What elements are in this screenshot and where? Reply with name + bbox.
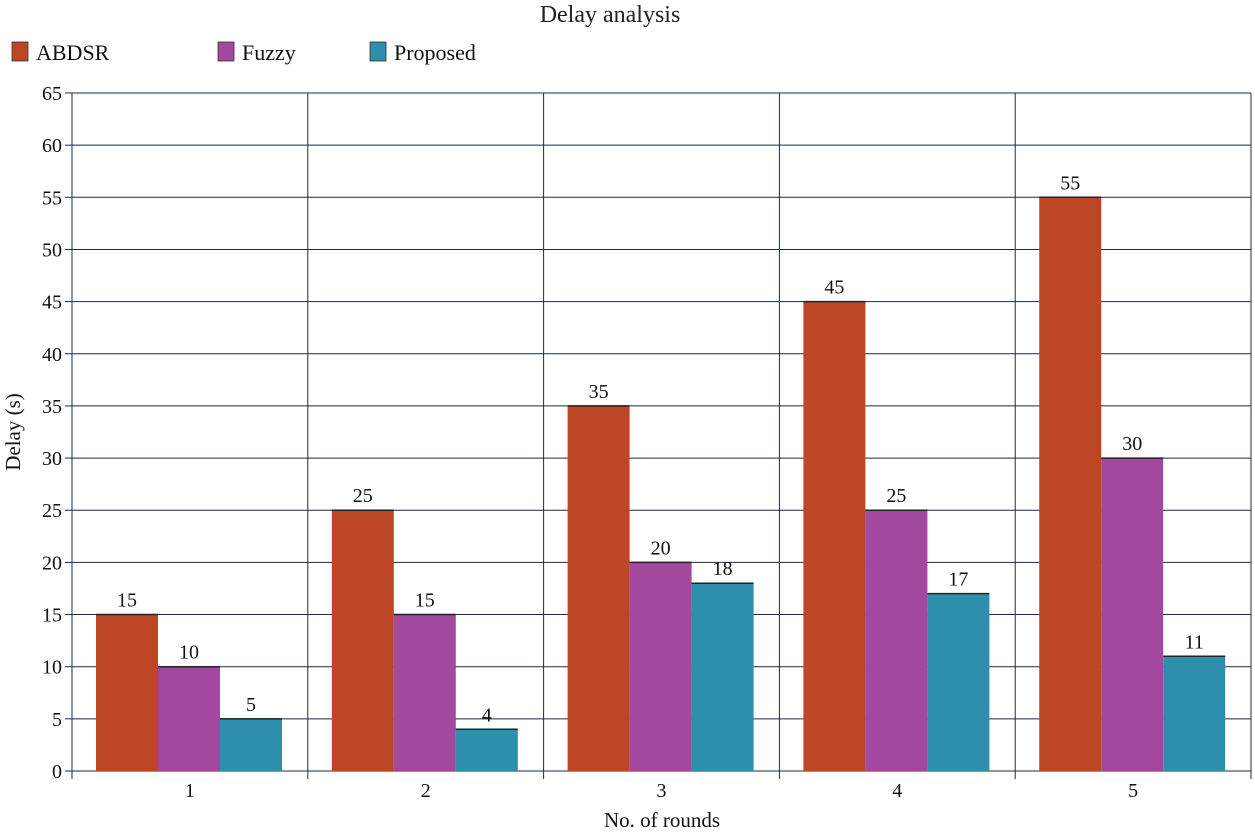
y-tick-label-45: 45 (42, 292, 62, 314)
bar-fuzzy-2 (393, 614, 456, 771)
bar-abdsr-2 (331, 510, 394, 771)
y-tick-label-65: 65 (42, 83, 62, 105)
legend-swatch-fuzzy (217, 41, 235, 62)
chart-title: Delay analysis (540, 2, 681, 28)
legend-label-abdsr: ABDSR (36, 40, 110, 65)
bars (96, 196, 1226, 772)
y-tick-label-20: 20 (42, 552, 62, 574)
x-axis: 1 2 3 4 5 (185, 780, 1138, 802)
y-tick-label-35: 35 (42, 396, 62, 418)
legend-swatch-abdsr (11, 41, 29, 62)
data-label-fuzzy-2: 15 (415, 590, 435, 612)
bar-proposed-1 (220, 718, 282, 771)
data-labels: 15 25 35 45 55 10 15 20 25 30 5 4 18 17 11 (117, 172, 1204, 726)
legend-label-fuzzy: Fuzzy (242, 40, 296, 65)
bar-fuzzy-3 (629, 562, 692, 771)
x-tick-label-2: 2 (421, 780, 431, 802)
bar-fuzzy-1 (158, 666, 220, 771)
y-tick-label-30: 30 (42, 448, 62, 470)
x-tick-label-4: 4 (892, 780, 902, 802)
y-tick-label-15: 15 (42, 605, 62, 627)
bar-proposed-3 (691, 583, 754, 771)
data-label-fuzzy-4: 25 (886, 485, 906, 507)
y-tick-label-50: 50 (42, 239, 62, 261)
x-tick-label-3: 3 (657, 780, 667, 802)
y-axis-title: Delay (s) (1, 393, 25, 471)
data-label-abdsr-2: 25 (353, 485, 373, 507)
y-tick-label-0: 0 (52, 761, 62, 783)
legend-swatch-proposed (369, 41, 387, 62)
x-tick-label-1: 1 (185, 780, 195, 802)
data-label-proposed-2: 4 (482, 704, 492, 726)
gridlines (71, 92, 1252, 779)
bar-abdsr-1 (96, 614, 158, 771)
y-tick-label-5: 5 (52, 709, 62, 731)
y-tick-label-60: 60 (42, 135, 62, 157)
data-label-fuzzy-5: 30 (1122, 433, 1142, 455)
bar-abdsr-5 (1039, 197, 1102, 772)
data-label-fuzzy-3: 20 (651, 537, 671, 559)
bar-abdsr-3 (567, 405, 630, 771)
legend: ABDSR Fuzzy Proposed (11, 40, 476, 65)
bar-abdsr-4 (803, 301, 866, 771)
y-axis: 0 5 10 15 20 25 30 35 40 45 50 55 60 65 (42, 83, 72, 783)
data-label-proposed-3: 18 (713, 558, 733, 580)
x-tick-label-5: 5 (1128, 780, 1138, 802)
data-label-abdsr-5: 55 (1060, 172, 1080, 194)
bar-proposed-4 (927, 593, 990, 771)
data-label-proposed-4: 17 (948, 569, 968, 591)
legend-label-proposed: Proposed (394, 40, 476, 65)
bar-proposed-2 (455, 729, 518, 771)
data-label-proposed-1: 5 (246, 694, 256, 716)
bar-fuzzy-5 (1101, 458, 1164, 771)
y-tick-label-40: 40 (42, 344, 62, 366)
data-label-proposed-5: 11 (1185, 631, 1204, 653)
data-label-abdsr-1: 15 (117, 590, 137, 612)
data-label-fuzzy-1: 10 (179, 642, 199, 664)
data-label-abdsr-4: 45 (824, 277, 844, 299)
x-axis-title: No. of rounds (604, 808, 720, 832)
bar-fuzzy-4 (865, 510, 928, 771)
bar-proposed-5 (1163, 656, 1226, 771)
y-tick-label-10: 10 (42, 657, 62, 679)
y-tick-label-55: 55 (42, 187, 62, 209)
data-label-abdsr-3: 35 (589, 381, 609, 403)
y-tick-label-25: 25 (42, 500, 62, 522)
